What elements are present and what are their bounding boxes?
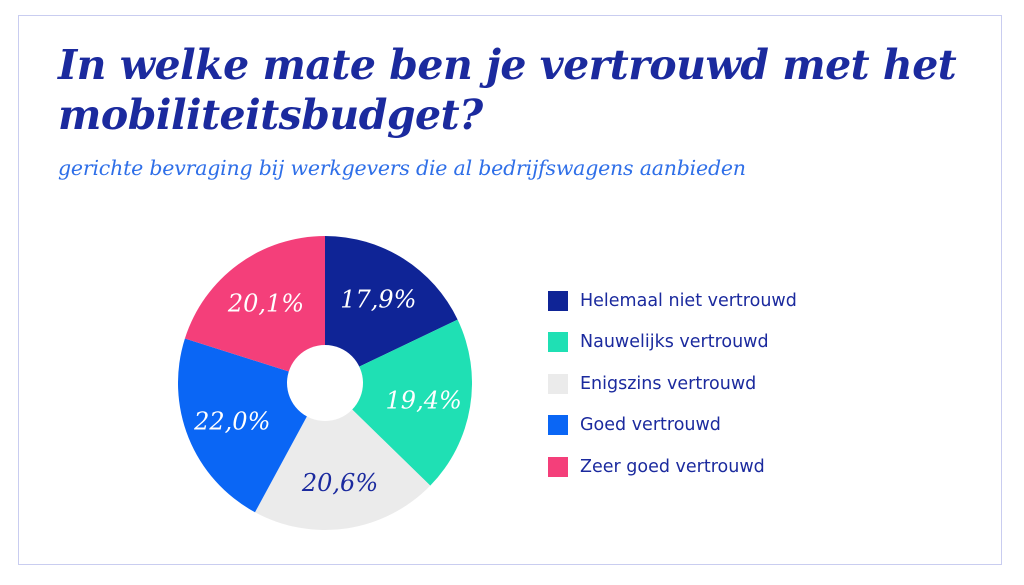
slice-label: 19,4%	[386, 386, 462, 414]
chart-frame	[18, 15, 1002, 565]
slice-label: 17,9%	[340, 285, 416, 313]
chart-title: In welke mate ben je vertrouwd met het m…	[58, 41, 957, 139]
legend-label: Helemaal niet vertrouwd	[580, 290, 797, 311]
legend-swatch	[548, 415, 568, 436]
chart-subtitle: gerichte bevraging bij werkgevers die al…	[58, 156, 746, 180]
legend-item: Nauwelijks vertrouwd	[548, 322, 797, 364]
slice-label: 20,1%	[227, 289, 304, 317]
legend-item: Goed vertrouwd	[548, 405, 797, 447]
legend-swatch	[548, 373, 568, 394]
legend-label: Goed vertrouwd	[580, 415, 721, 436]
donut-hole	[287, 345, 363, 421]
pie-slice	[325, 319, 472, 486]
legend-item: Helemaal niet vertrouwd	[548, 280, 797, 322]
legend-label: Zeer goed vertrouwd	[580, 456, 765, 477]
pie-slice	[184, 236, 325, 383]
legend-label: Enigszins vertrouwd	[580, 373, 757, 394]
legend-swatch	[548, 456, 568, 477]
legend-label: Nauwelijks vertrouwd	[580, 332, 769, 353]
pie-slice	[325, 236, 458, 383]
slice-label: 22,0%	[193, 407, 270, 435]
legend-swatch	[548, 332, 568, 353]
pie-slice	[254, 383, 431, 530]
legend: Helemaal niet vertrouwd Nauwelijks vertr…	[548, 280, 797, 488]
legend-item: Zeer goed vertrouwd	[548, 446, 797, 488]
legend-swatch	[548, 290, 568, 311]
legend-item: Enigszins vertrouwd	[548, 363, 797, 405]
slice-label: 20,6%	[301, 469, 378, 497]
